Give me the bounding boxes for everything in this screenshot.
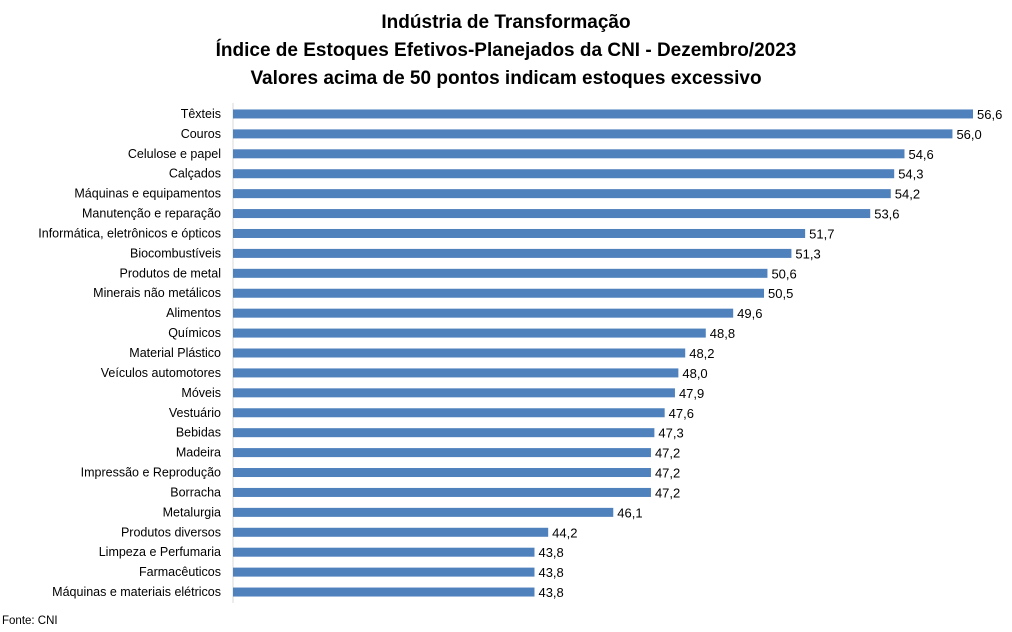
chart-title-line-1: Indústria de Transformação [381, 12, 630, 33]
bar [233, 428, 655, 438]
data-label: 47,2 [655, 446, 680, 461]
category-label: Manutenção e reparação [82, 207, 221, 221]
data-label: 48,2 [689, 346, 714, 361]
data-label: 47,9 [679, 386, 704, 401]
data-label: 44,2 [552, 525, 577, 540]
data-label: 54,3 [898, 167, 923, 182]
bar [233, 109, 973, 119]
category-label: Couros [181, 127, 221, 141]
data-label: 50,5 [768, 286, 793, 301]
category-label: Têxteis [181, 107, 221, 121]
category-label: Minerais não metálicos [93, 286, 221, 300]
bar [233, 468, 651, 478]
chart-title-line-3: Valores acima de 50 pontos indicam estoq… [250, 68, 761, 89]
data-label: 43,8 [538, 565, 563, 580]
bar [233, 487, 651, 497]
bar [233, 567, 535, 577]
data-label: 54,2 [895, 187, 920, 202]
bar [233, 189, 891, 199]
category-label: Informática, eletrônicos e ópticos [38, 226, 221, 240]
category-label: Máquinas e materiais elétricos [52, 585, 221, 599]
data-label: 49,6 [737, 306, 762, 321]
bar [233, 507, 614, 517]
category-label: Bebidas [176, 426, 221, 440]
category-label: Vestuário [169, 406, 221, 420]
category-label: Produtos diversos [121, 525, 221, 539]
category-label: Impressão e Reprodução [81, 466, 221, 480]
data-label: 54,6 [908, 147, 933, 162]
category-label: Produtos de metal [120, 266, 221, 280]
bar [233, 368, 679, 378]
bar [233, 448, 651, 458]
chart-title-line-2: Índice de Estoques Efetivos-Planejados d… [216, 39, 797, 61]
data-label: 56,6 [977, 107, 1002, 122]
category-label: Químicos [168, 326, 221, 340]
bar [233, 408, 665, 418]
bar [233, 149, 905, 159]
bar [233, 308, 734, 318]
data-label: 50,6 [771, 266, 796, 281]
category-label: Alimentos [166, 306, 221, 320]
data-label: 47,3 [658, 426, 683, 441]
category-label: Móveis [181, 386, 221, 400]
category-label: Máquinas e equipamentos [74, 187, 221, 201]
data-label: 46,1 [617, 505, 642, 520]
source-note: Fonte: CNI [2, 615, 58, 627]
category-label: Calçados [169, 167, 221, 181]
bar [233, 348, 686, 358]
category-label: Metalurgia [163, 505, 221, 519]
bar [233, 248, 792, 258]
data-label: 51,7 [809, 226, 834, 241]
category-label: Farmacêuticos [139, 565, 221, 579]
data-label: 51,3 [795, 246, 820, 261]
category-label: Celulose e papel [128, 147, 221, 161]
bar [233, 129, 953, 139]
bar [233, 547, 535, 557]
bars-layer: Têxteis 56,6 Couros 56,0 Celulose e papel 54,… [38, 107, 1002, 600]
category-label: Limpeza e Perfumaria [99, 545, 221, 559]
data-label: 53,6 [874, 207, 899, 222]
bar [233, 209, 871, 219]
bar [233, 268, 768, 278]
bar [233, 328, 706, 338]
data-label: 47,2 [655, 466, 680, 481]
bar [233, 388, 675, 398]
bar [233, 587, 535, 597]
data-label: 43,8 [538, 585, 563, 600]
category-label: Biocombustíveis [130, 246, 221, 260]
bar [233, 527, 549, 537]
category-label: Borracha [170, 485, 221, 499]
data-label: 48,0 [682, 366, 707, 381]
data-label: 47,6 [669, 406, 694, 421]
category-label: Madeira [176, 446, 221, 460]
category-label: Material Plástico [129, 346, 221, 360]
bar [233, 169, 895, 179]
bar [233, 228, 806, 238]
bar [233, 288, 765, 298]
category-label: Veículos automotores [101, 366, 221, 380]
data-label: 48,8 [710, 326, 735, 341]
data-label: 43,8 [538, 545, 563, 560]
data-label: 56,0 [956, 127, 981, 142]
data-label: 47,2 [655, 485, 680, 500]
